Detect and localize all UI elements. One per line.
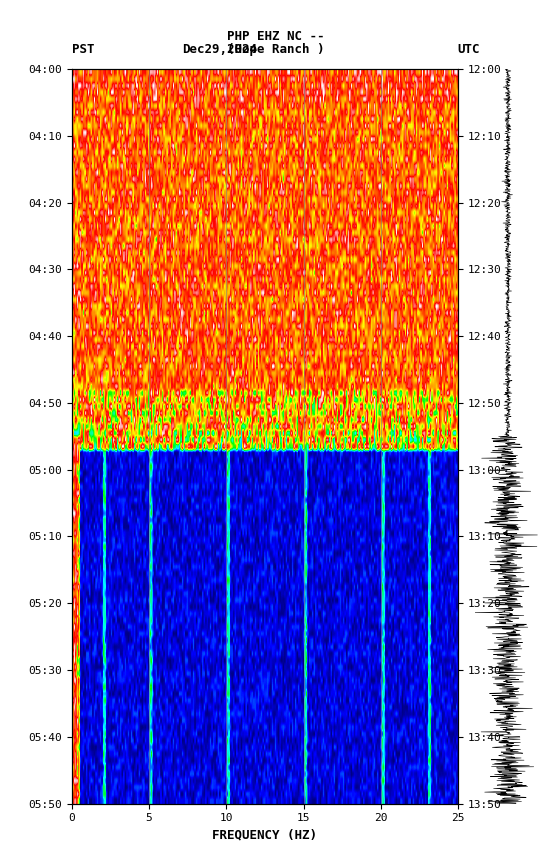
X-axis label: FREQUENCY (HZ): FREQUENCY (HZ)	[213, 829, 317, 842]
Text: (Hope Ranch ): (Hope Ranch )	[227, 43, 325, 56]
Text: PST: PST	[72, 43, 94, 56]
Text: PHP EHZ NC --: PHP EHZ NC --	[227, 30, 325, 43]
Text: UTC: UTC	[458, 43, 480, 56]
Text: Dec29,2024: Dec29,2024	[182, 43, 257, 56]
